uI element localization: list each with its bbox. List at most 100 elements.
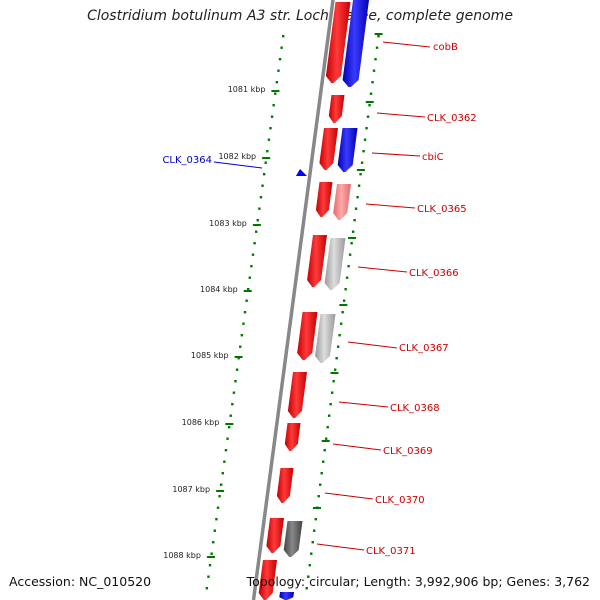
tick-label: 1088 kbp: [163, 551, 201, 560]
gene-label: CLK_0367: [399, 343, 449, 354]
scale-dot: [330, 391, 334, 394]
scale-dot: [245, 299, 248, 302]
gene-label: CLK_0368: [390, 403, 440, 414]
gene-label-leader: [371, 152, 421, 157]
scale-dot: [251, 253, 255, 256]
tick-label: 1087 kbp: [172, 485, 210, 494]
gene-arrow: [324, 238, 346, 290]
scale-dot: [231, 403, 234, 406]
tick-label: 1081 kbp: [228, 85, 266, 94]
scale-dot: [254, 230, 258, 233]
scale-dot: [205, 587, 209, 590]
scale-dot: [256, 219, 259, 222]
scale-dot: [319, 483, 322, 486]
scale-dot: [242, 322, 245, 325]
scale-dot: [308, 564, 311, 567]
gene-arrow: [342, 0, 369, 87]
scale-dot: [269, 127, 272, 130]
tick-label: 1085 kbp: [191, 351, 229, 360]
tick-label: 1084 kbp: [200, 285, 238, 294]
scale-dot: [219, 483, 223, 486]
scale-dot: [210, 552, 213, 555]
scale-dot: [371, 81, 374, 84]
gene-arrow: [266, 518, 284, 553]
scale-dot: [348, 253, 352, 256]
gene-arrow: [283, 521, 303, 557]
scale-dot: [259, 196, 263, 199]
tick-label: 1083 kbp: [209, 219, 247, 228]
scale-dot: [229, 414, 232, 417]
scale-dot: [332, 380, 335, 383]
scale-dot: [270, 115, 274, 118]
scale-dot: [375, 46, 379, 49]
scale-dot: [320, 472, 323, 475]
gene-arrow: [284, 423, 301, 451]
gene-arrow: [279, 592, 294, 600]
scale-dot: [362, 150, 365, 153]
map-title: Clostridium botulinum A3 str. Loch Maree…: [87, 8, 513, 24]
scale-dot: [262, 173, 266, 176]
scale-dot: [377, 35, 380, 38]
gene-arrow: [258, 560, 277, 600]
gene-arrow: [328, 95, 345, 123]
scale-dot: [280, 46, 283, 49]
scale-dot: [272, 104, 275, 107]
scale-dot: [278, 58, 282, 61]
gene-label-leader: [357, 266, 408, 273]
scale-dot: [342, 299, 346, 302]
scale-dot: [313, 529, 316, 532]
scale-dot: [365, 127, 368, 130]
scale-dot: [266, 150, 269, 153]
scale-dot: [237, 357, 240, 360]
scale-dot: [372, 69, 376, 72]
scale-dot: [250, 265, 253, 268]
gene-label: CLK_0362: [427, 113, 477, 124]
gene-arrow-small: [296, 169, 307, 176]
scale-dot: [369, 92, 373, 95]
scale-dot: [267, 138, 271, 141]
scale-dot: [345, 276, 349, 279]
gene-arrow: [319, 128, 338, 170]
scale-dot: [258, 207, 261, 210]
scale-dot: [326, 426, 329, 429]
scale-dot: [374, 58, 377, 61]
gene-label-leader: [332, 443, 382, 451]
scale-dot: [215, 518, 218, 521]
scale-dot: [360, 161, 364, 164]
gene-label: CLK_0369: [383, 446, 433, 457]
gene-arrow: [337, 128, 358, 172]
gene-label-leader: [324, 492, 374, 500]
gene-label: CLK_0365: [417, 204, 467, 215]
topology-text: Topology: circular; Length: 3,992,906 bp…: [246, 574, 590, 589]
scale-dot: [350, 242, 353, 245]
gene-label-leader: [213, 161, 263, 169]
scale-dot: [221, 472, 224, 475]
tick-label: 1086 kbp: [182, 418, 220, 427]
scale-dot: [363, 138, 367, 141]
scale-dot: [282, 35, 285, 38]
scale-dot: [351, 230, 355, 233]
scale-dot: [207, 575, 210, 578]
scale-dot: [307, 575, 310, 578]
scale-dot: [323, 449, 326, 452]
scale-dot: [247, 288, 250, 291]
gene-arrow: [325, 2, 351, 83]
scale-dot: [223, 460, 226, 463]
gene-label-leader: [347, 341, 398, 349]
scale-dot: [339, 322, 343, 325]
scale-dot: [212, 541, 215, 544]
scale-dot: [333, 368, 337, 371]
scale-dot: [261, 184, 264, 187]
left-scale-dots: [205, 35, 285, 590]
gene-label: cobB: [433, 42, 458, 53]
scale-dot: [253, 242, 256, 245]
scale-dot: [310, 552, 313, 555]
scale-dot: [208, 564, 212, 567]
scale-dot: [227, 426, 231, 429]
gene-label: CLK_0371: [366, 546, 416, 557]
gene-label: CLK_0366: [409, 268, 459, 279]
scale-dot: [329, 403, 332, 406]
scale-dot: [354, 207, 358, 210]
scale-dot: [235, 368, 239, 371]
